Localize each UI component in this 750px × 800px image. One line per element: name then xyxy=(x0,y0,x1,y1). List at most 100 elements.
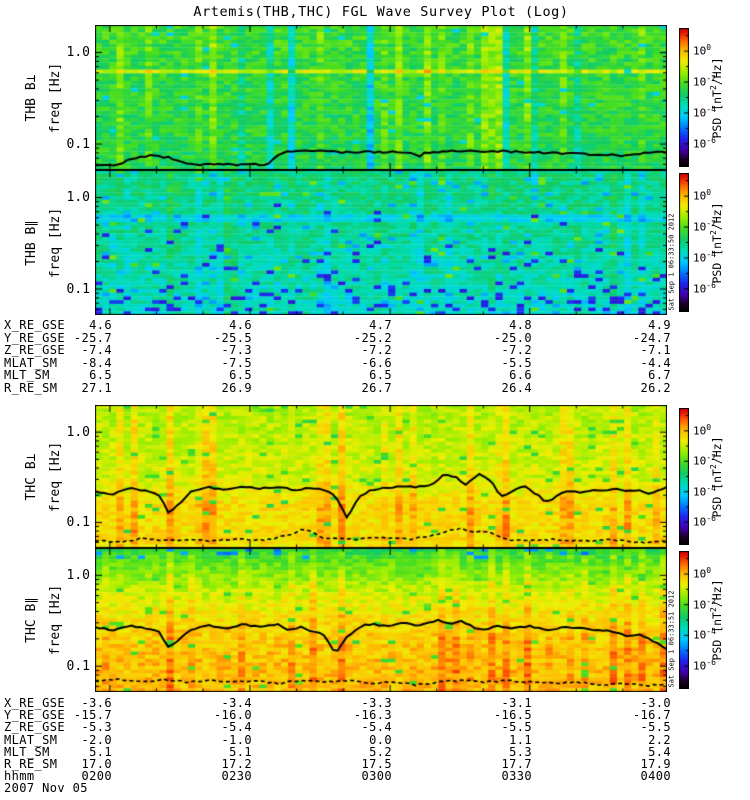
ephemeris-value: -7.5 xyxy=(221,355,252,370)
plot-title: Artemis(THB,THC) FGL Wave Survey Plot (L… xyxy=(193,4,569,20)
colorbar-tick-label: 100 xyxy=(693,422,712,438)
ephemeris-label: X_RE_GSE xyxy=(4,696,65,710)
colorbar-tick-label: 10-4 xyxy=(693,627,716,642)
ephemeris-value: 27.1 xyxy=(81,381,112,395)
ytick-label-1hz: 1.0 xyxy=(66,567,90,583)
colorbar-tick-label: 100 xyxy=(693,566,712,581)
ephemeris-label: MLT_SM xyxy=(4,744,50,759)
ephemeris-value: 5.4 xyxy=(648,744,671,759)
ephemeris-value: 5.3 xyxy=(509,744,532,759)
ephemeris-label: MLAT_SM xyxy=(4,355,58,370)
ephemeris-label: Z_RE_GSE xyxy=(4,720,65,735)
freq-axis-label: freq [Hz] xyxy=(48,584,63,656)
ephemeris-value: 17.0 xyxy=(81,757,112,771)
colorbar-tick-label: 10-4 xyxy=(693,104,716,120)
ephemeris-value: 0200 xyxy=(81,769,112,784)
spectrogram-thc-bperp xyxy=(95,405,667,548)
ephemeris-value: 6.6 xyxy=(509,368,532,383)
colorbar-tick-label: 10-4 xyxy=(693,249,716,265)
ephemeris-value: -16.3 xyxy=(353,708,392,723)
ephemeris-value: 4.8 xyxy=(509,318,532,332)
ephemeris-value: 26.2 xyxy=(640,381,671,395)
colorbar-tick-label: 10-2 xyxy=(693,596,716,612)
ephemeris-value: 17.9 xyxy=(640,757,671,771)
ephemeris-value: -16.5 xyxy=(493,708,532,723)
colorbar-tick-label: 10-2 xyxy=(693,219,716,234)
colorbar-tick-label: 100 xyxy=(693,188,712,203)
ephemeris-value: -5.3 xyxy=(81,720,112,735)
ephemeris-label: Z_RE_GSE xyxy=(4,343,65,358)
ephemeris-value: -16.7 xyxy=(632,708,671,723)
colorbar-tick-label: 10-6 xyxy=(693,135,716,151)
ephemeris-value: -2.0 xyxy=(81,732,112,747)
ephemeris-value: -8.4 xyxy=(81,355,112,370)
colorbar-tick-label: 100 xyxy=(693,43,712,58)
colorbar-tick-label: 10-6 xyxy=(693,280,716,296)
ephemeris-value: 5.1 xyxy=(89,744,112,759)
panel-name-label: THC B⊥ xyxy=(24,453,39,500)
freq-axis-label: freq [Hz] xyxy=(48,441,63,512)
ephemeris-value: -5.4 xyxy=(221,720,252,735)
ytick-label-01hz: 0.1 xyxy=(66,658,90,674)
ephemeris-value: 0330 xyxy=(501,769,532,784)
render-timestamp-top: Sat Sep 1 06:33:50 2012 xyxy=(667,213,676,311)
ephemeris-value: -3.4 xyxy=(221,696,252,710)
ephemeris-value: 4.9 xyxy=(648,318,671,332)
ytick-label-01hz: 0.1 xyxy=(66,514,90,530)
ytick-label-1hz: 1.0 xyxy=(66,45,90,61)
spectrogram-thb-bpar xyxy=(95,170,667,315)
colorbar-tick-label: 10-6 xyxy=(693,657,716,673)
ephemeris-value: -6.6 xyxy=(361,355,392,370)
render-timestamp-bottom: Sat Sep 1 06:33:51 2012 xyxy=(667,590,676,688)
ephemeris-value: -4.4 xyxy=(640,355,671,370)
colorbar-psd-label: PSD [nT2/Hz] xyxy=(709,436,724,517)
ephemeris-label: R_RE_SM xyxy=(4,757,58,771)
ephemeris-value: 4.7 xyxy=(369,318,392,332)
ephemeris-value: 1.1 xyxy=(509,732,532,747)
ephemeris-value: 0400 xyxy=(640,769,671,784)
ephemeris-value: 5.1 xyxy=(229,744,252,759)
spectrogram-thc-bpar xyxy=(95,548,667,692)
ephemeris-value: -7.2 xyxy=(361,343,392,358)
ephemeris-value: -7.3 xyxy=(221,343,252,358)
colorbar-tick-label: 10-4 xyxy=(693,483,716,499)
ephemeris-value: -5.5 xyxy=(640,720,671,735)
ephemeris-value: -25.5 xyxy=(213,330,252,345)
colorbar-tick-label: 10-6 xyxy=(693,514,716,529)
ephemeris-value: -16.0 xyxy=(213,708,252,723)
ephemeris-value: 6.5 xyxy=(89,368,112,383)
ephemeris-value: -25.2 xyxy=(353,330,392,345)
ephemeris-value: 0.0 xyxy=(369,732,392,747)
ephemeris-value: 17.5 xyxy=(361,757,392,771)
ephemeris-value: 2.2 xyxy=(648,732,671,747)
ephemeris-value: 17.7 xyxy=(501,757,532,771)
ephemeris-label: Y_RE_GSE xyxy=(4,330,65,345)
panel-name-label: THB B⊥ xyxy=(24,74,39,121)
ephemeris-value: -24.7 xyxy=(632,330,671,345)
colorbar-psd-label: PSD [nT2/Hz] xyxy=(709,202,724,283)
ephemeris-value: -3.3 xyxy=(361,696,392,710)
ephemeris-value: 26.9 xyxy=(221,381,252,395)
ephemeris-value: 6.7 xyxy=(648,368,671,383)
ephemeris-value: 26.7 xyxy=(361,381,392,395)
panel-name-label: THC B∥ xyxy=(24,597,39,643)
ephemeris-value: 6.5 xyxy=(229,368,252,383)
ephemeris-value: -7.2 xyxy=(501,343,532,358)
ephemeris-value: -15.7 xyxy=(73,708,112,723)
colorbar-psd-label: PSD [nT2/Hz] xyxy=(709,579,724,661)
ephemeris-value: -7.4 xyxy=(81,343,112,358)
freq-axis-label: freq [Hz] xyxy=(48,207,63,278)
ephemeris-value: 17.2 xyxy=(221,757,252,771)
colorbar xyxy=(679,551,689,689)
colorbar xyxy=(679,408,689,545)
ephemeris-value: -3.6 xyxy=(81,696,112,710)
ephemeris-value: -7.1 xyxy=(640,343,671,358)
ephemeris-value: 4.6 xyxy=(89,318,112,332)
ephemeris-label: MLAT_SM xyxy=(4,732,58,747)
colorbar xyxy=(679,173,689,312)
ephemeris-value: -3.0 xyxy=(640,696,671,710)
ephemeris-value: -1.0 xyxy=(221,732,252,747)
freq-axis-label: freq [Hz] xyxy=(48,62,63,133)
ytick-label-01hz: 0.1 xyxy=(66,281,90,297)
